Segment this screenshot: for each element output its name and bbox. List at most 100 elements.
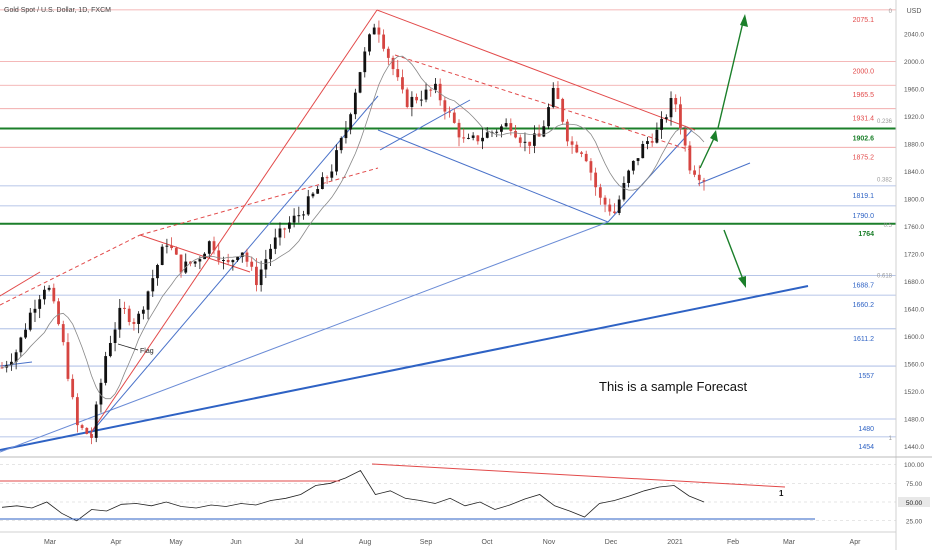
x-tick-label: Apr — [111, 539, 123, 546]
candle-body — [702, 180, 706, 182]
candle-body — [401, 77, 404, 90]
fib-label: 0.236 — [877, 119, 893, 125]
fib-label: 0.382 — [877, 177, 893, 183]
candle-body — [132, 321, 136, 324]
x-tick-label: May — [169, 539, 183, 546]
candle-body — [226, 259, 230, 263]
rebound-trend-line[interactable] — [607, 129, 693, 223]
candle-body — [358, 72, 362, 93]
level-labels: 2075.1 2000.0 1965.5 1931.4 1902.6 1875.2 1819… — [853, 17, 875, 451]
candle-body — [679, 104, 682, 130]
candle-body — [179, 254, 183, 273]
candle-body — [127, 308, 131, 322]
candle-body — [575, 144, 579, 153]
candle-body — [24, 329, 27, 338]
level-label: 1454 — [858, 444, 874, 451]
x-tick-label: Jul — [295, 539, 304, 546]
candle-body — [287, 222, 291, 229]
candle-body — [697, 174, 701, 181]
osc-red-trend[interactable] — [371, 463, 786, 488]
candle-body — [627, 170, 631, 183]
candle-body — [471, 135, 475, 138]
channel-lower-line[interactable] — [377, 129, 609, 223]
time-axis[interactable]: Mar Apr May Jun Jul Aug Sep Oct Nov Dec 2021 Feb Mar… — [44, 539, 861, 546]
level-label: 2075.1 — [853, 17, 875, 24]
price-axis[interactable]: 2040.0 2000.0 1960.0 1920.0 1880.0 1840.0 1800… — [904, 32, 924, 452]
osc-level-label: 50.00 — [906, 500, 923, 507]
candle-body — [565, 121, 569, 142]
moving-average — [1, 55, 705, 400]
candle-body — [631, 160, 635, 171]
candle-body — [363, 51, 367, 73]
candle-body — [198, 259, 202, 262]
rising-trend-line[interactable] — [89, 95, 379, 435]
candle-body — [448, 111, 451, 113]
level-label: 1764 — [858, 231, 874, 238]
candle-body — [170, 245, 174, 249]
candle-body — [551, 87, 555, 108]
candle-body — [509, 123, 513, 131]
candle-body — [212, 241, 216, 251]
candle-body — [292, 215, 296, 223]
candle-body — [693, 170, 696, 175]
long-trend-line[interactable] — [0, 285, 809, 451]
candle-body — [523, 141, 527, 143]
candle-body — [641, 143, 645, 159]
candle-body — [75, 397, 79, 426]
candle-body — [434, 83, 437, 90]
candle-body — [377, 27, 381, 35]
level-label: 1660.2 — [853, 302, 875, 309]
candle-body — [269, 248, 272, 260]
candle-body — [297, 215, 301, 217]
candle-body — [52, 287, 56, 302]
candle-body — [278, 228, 282, 238]
candle-body — [61, 324, 65, 343]
level-label: 1611.2 — [853, 336, 874, 343]
candle-body — [160, 246, 164, 265]
level-label: 1480 — [858, 426, 874, 433]
candle-body — [320, 177, 324, 190]
candle-body — [655, 129, 659, 143]
candle-body — [410, 96, 414, 107]
y-tick-label: 1480.0 — [904, 417, 924, 424]
candle-body — [636, 158, 640, 161]
y-tick-label: 1760.0 — [904, 224, 924, 231]
candle-body — [660, 118, 663, 130]
x-tick-label: Jun — [230, 539, 241, 546]
minor-support-line[interactable] — [697, 162, 751, 185]
candle-body — [580, 152, 583, 154]
candle-body — [94, 404, 98, 438]
candle-body — [650, 141, 654, 143]
y-tick-label: 1680.0 — [904, 279, 924, 286]
red-fall-line[interactable] — [376, 9, 696, 131]
osc-line[interactable] — [1, 469, 705, 522]
symbol-title: Gold Spot / U.S. Dollar, 1D, FXCM — [4, 7, 111, 14]
candle-body — [156, 264, 159, 279]
candle-body — [476, 135, 480, 142]
y-tick-label: 1560.0 — [904, 362, 924, 369]
candle-body — [14, 352, 18, 362]
y-tick-label: 1520.0 — [904, 389, 924, 396]
ma-line — [1, 55, 705, 400]
trend-lines — [0, 9, 809, 453]
candle-body — [344, 129, 348, 139]
level-label: 1902.6 — [853, 135, 875, 142]
candle-body — [165, 245, 169, 247]
candle-body — [231, 260, 235, 263]
candle-body — [302, 214, 305, 216]
candle-body — [174, 248, 178, 255]
red-rise-line[interactable] — [89, 9, 378, 435]
candle-body — [443, 100, 447, 112]
level-label: 1965.5 — [853, 92, 875, 99]
level-label: 2000.0 — [853, 69, 875, 76]
candle-body — [669, 98, 673, 118]
candle-body — [10, 361, 13, 366]
candle-body — [504, 123, 508, 127]
candle-body — [137, 313, 141, 324]
fib-labels: 0 0.236 0.382 0.5 0.618 1 — [877, 9, 893, 442]
candle-body — [66, 342, 70, 379]
candle-body — [222, 259, 225, 261]
candle-body — [457, 122, 461, 138]
support-trend-line[interactable] — [0, 221, 609, 453]
